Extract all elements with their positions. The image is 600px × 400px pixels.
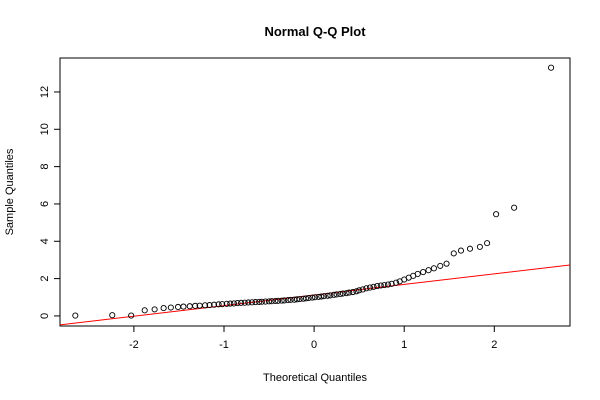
point bbox=[339, 290, 346, 297]
point bbox=[109, 312, 116, 319]
x-axis-label: Theoretical Quantiles bbox=[263, 372, 367, 384]
point bbox=[366, 284, 374, 291]
x-tick-label: 1 bbox=[401, 339, 407, 351]
point bbox=[359, 286, 366, 293]
point bbox=[388, 280, 395, 287]
point bbox=[287, 296, 294, 303]
point bbox=[248, 299, 255, 306]
point bbox=[384, 281, 392, 288]
point bbox=[211, 301, 218, 308]
point bbox=[241, 299, 248, 306]
x-tick-label: 0 bbox=[311, 339, 317, 351]
point bbox=[223, 300, 230, 307]
y-tick-label: 12 bbox=[39, 86, 51, 98]
point bbox=[272, 297, 279, 305]
point bbox=[151, 306, 158, 313]
point bbox=[450, 250, 457, 257]
point bbox=[333, 291, 340, 298]
point bbox=[363, 285, 370, 292]
point bbox=[256, 298, 263, 305]
point bbox=[206, 302, 213, 309]
point bbox=[466, 245, 474, 252]
point bbox=[330, 291, 337, 298]
point bbox=[320, 293, 328, 300]
point bbox=[160, 305, 167, 312]
point bbox=[227, 300, 234, 307]
point bbox=[414, 270, 421, 277]
point bbox=[484, 240, 491, 247]
point bbox=[327, 292, 334, 299]
point bbox=[309, 294, 316, 301]
y-tick-label: 4 bbox=[39, 238, 51, 244]
y-tick-label: 2 bbox=[39, 276, 51, 282]
point bbox=[284, 297, 292, 304]
point bbox=[265, 298, 273, 305]
point bbox=[192, 302, 199, 309]
point bbox=[268, 298, 275, 305]
point bbox=[281, 297, 288, 304]
point bbox=[437, 262, 444, 269]
point bbox=[252, 299, 259, 306]
point bbox=[202, 302, 209, 309]
point bbox=[258, 298, 265, 305]
point bbox=[337, 291, 344, 298]
point bbox=[476, 243, 483, 250]
y-tick-label: 0 bbox=[39, 313, 51, 319]
point bbox=[356, 287, 363, 294]
point bbox=[457, 247, 465, 254]
point bbox=[370, 283, 377, 290]
point bbox=[377, 282, 384, 289]
point bbox=[420, 269, 427, 276]
x-tick-label: -1 bbox=[219, 339, 229, 351]
point bbox=[245, 299, 252, 306]
point bbox=[234, 299, 241, 307]
point bbox=[374, 283, 381, 290]
point bbox=[548, 64, 555, 71]
point bbox=[296, 296, 303, 303]
point bbox=[343, 290, 350, 297]
point bbox=[425, 267, 432, 274]
y-tick-label: 6 bbox=[39, 201, 51, 207]
point bbox=[346, 289, 353, 296]
point bbox=[219, 301, 226, 308]
point bbox=[443, 260, 450, 267]
point bbox=[174, 303, 182, 311]
point bbox=[305, 294, 312, 302]
point bbox=[293, 296, 301, 303]
point bbox=[511, 204, 518, 211]
point bbox=[430, 265, 437, 272]
point bbox=[381, 282, 388, 289]
point bbox=[180, 303, 187, 310]
y-tick-label: 10 bbox=[39, 123, 51, 135]
point bbox=[238, 299, 245, 306]
point bbox=[318, 293, 325, 300]
point bbox=[167, 304, 174, 311]
y-tick-label: 8 bbox=[39, 164, 51, 170]
point bbox=[324, 292, 331, 299]
chart-title: Normal Q-Q Plot bbox=[264, 24, 366, 39]
point bbox=[215, 301, 222, 308]
point bbox=[186, 303, 193, 310]
point bbox=[128, 312, 135, 319]
point bbox=[353, 288, 360, 295]
point bbox=[230, 300, 237, 307]
x-tick-label: 2 bbox=[491, 339, 497, 351]
point bbox=[393, 279, 400, 286]
point bbox=[275, 297, 282, 304]
point bbox=[141, 307, 148, 314]
plot-frame bbox=[59, 57, 571, 327]
x-tick-label: -2 bbox=[129, 339, 139, 351]
point bbox=[262, 298, 269, 305]
point bbox=[278, 297, 285, 304]
point bbox=[72, 312, 79, 319]
point bbox=[311, 294, 319, 301]
point bbox=[349, 288, 356, 296]
point bbox=[302, 295, 310, 302]
y-axis-label: Sample Quantiles bbox=[4, 148, 16, 235]
point bbox=[493, 211, 500, 218]
